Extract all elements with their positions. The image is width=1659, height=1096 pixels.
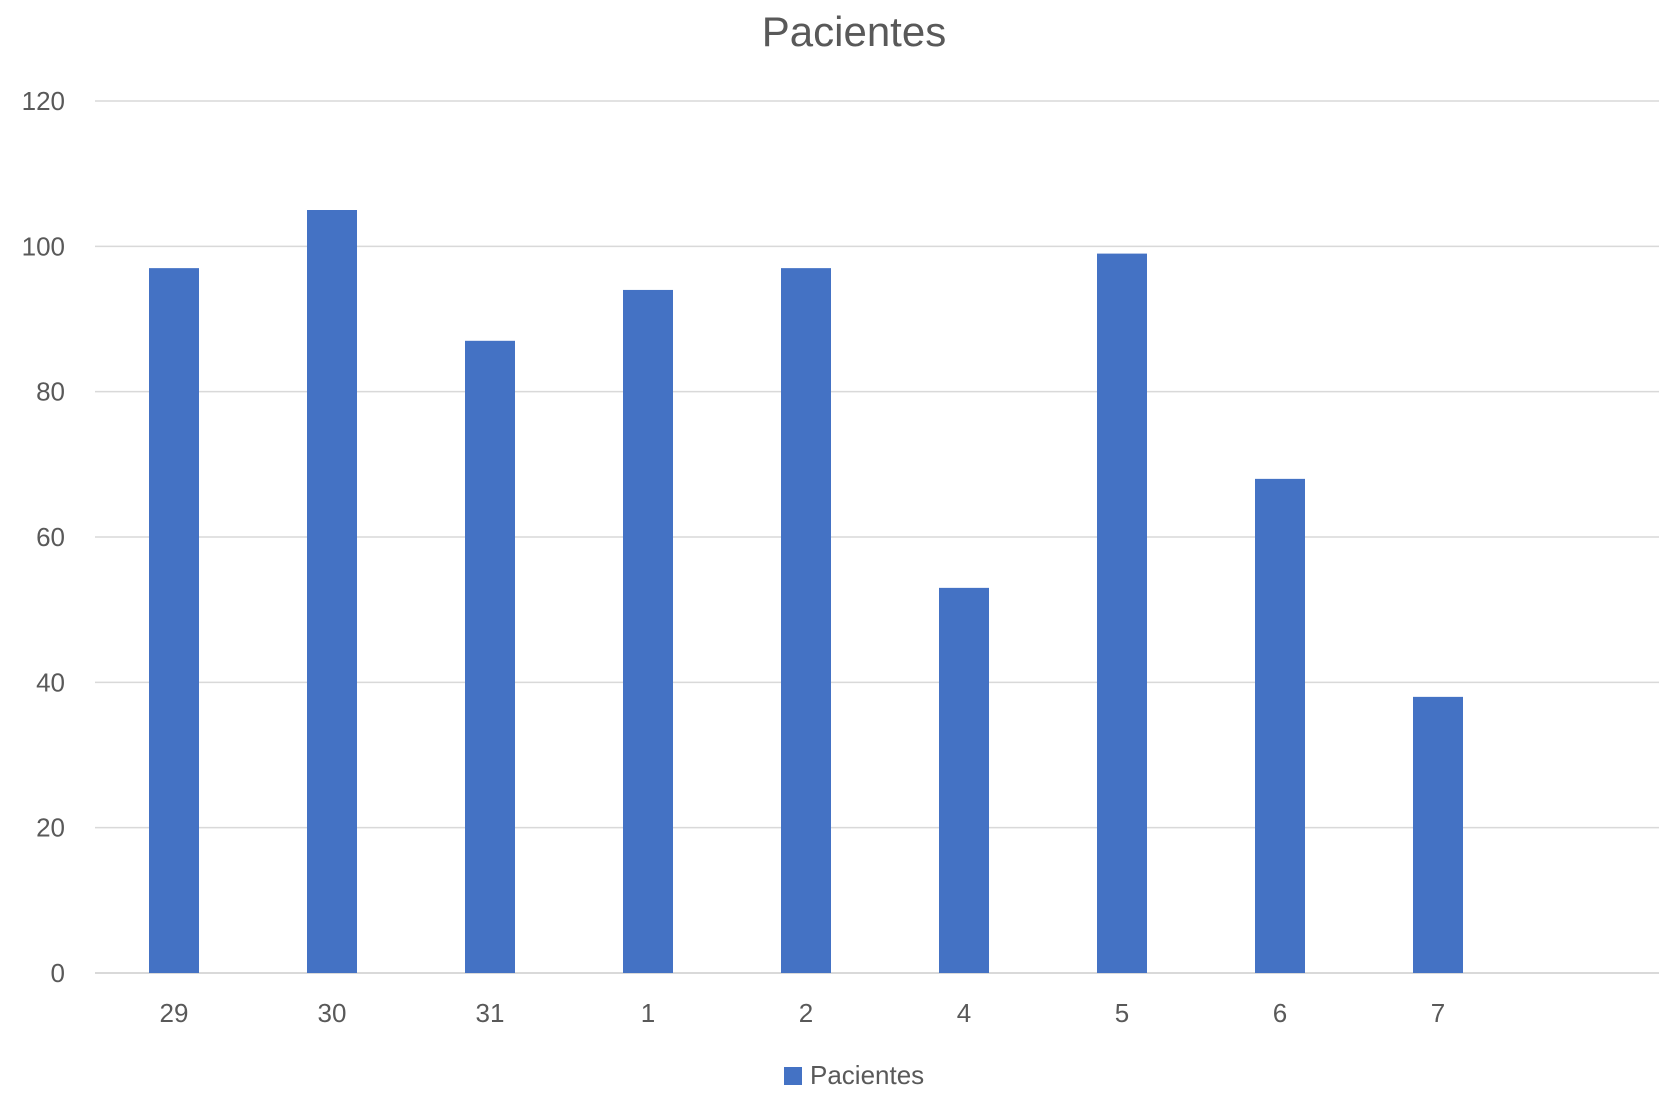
x-tick-label: 6 — [1273, 998, 1287, 1028]
bar — [149, 268, 199, 974]
x-tick-label: 31 — [476, 998, 505, 1028]
y-tick-label: 120 — [22, 86, 65, 116]
y-tick-label: 0 — [51, 958, 65, 988]
x-tick-label: 1 — [641, 998, 655, 1028]
y-tick-label: 80 — [36, 377, 65, 407]
x-tick-label: 2 — [799, 998, 813, 1028]
bar — [465, 340, 515, 973]
x-tick-label: 30 — [318, 998, 347, 1028]
bar — [781, 268, 831, 974]
bar — [623, 289, 673, 973]
y-tick-label: 20 — [36, 813, 65, 843]
bar — [939, 587, 989, 973]
legend-swatch — [784, 1067, 802, 1085]
x-tick-label: 4 — [957, 998, 971, 1028]
y-axis: 0 20 40 60 80 100 120 — [22, 86, 65, 988]
y-tick-label: 40 — [36, 667, 65, 697]
chart-title: Pacientes — [762, 8, 946, 55]
legend: Pacientes — [784, 1060, 924, 1090]
x-tick-label: 7 — [1431, 998, 1445, 1028]
x-axis: 29 30 31 1 2 4 5 6 7 — [160, 998, 1446, 1028]
x-tick-label: 5 — [1115, 998, 1129, 1028]
bar — [1413, 696, 1463, 973]
bar — [307, 210, 357, 973]
bar — [1255, 478, 1305, 973]
bar — [1097, 253, 1147, 974]
y-tick-label: 60 — [36, 522, 65, 552]
bar-series — [149, 210, 1463, 974]
legend-label: Pacientes — [810, 1060, 924, 1090]
x-tick-label: 29 — [160, 998, 189, 1028]
y-tick-label: 100 — [22, 231, 65, 261]
